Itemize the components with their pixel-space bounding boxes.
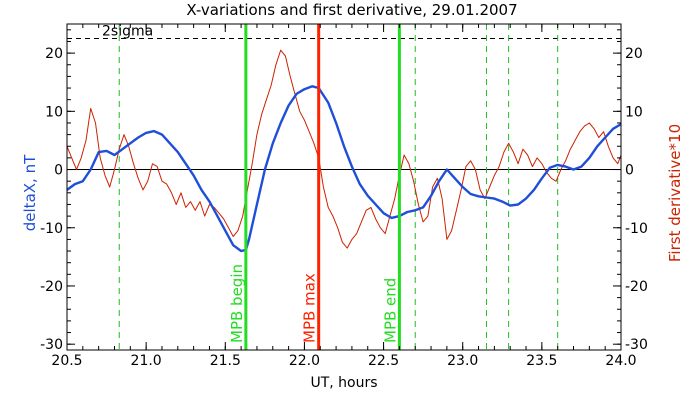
marker-label: MPB end xyxy=(381,278,399,343)
y-left-tick-label: 10 xyxy=(45,104,63,120)
y-right-tick-label: 0 xyxy=(625,163,634,179)
plot-frame xyxy=(66,23,622,351)
x-tick-label: 22.5 xyxy=(368,353,399,369)
derivative-series-line xyxy=(66,49,622,249)
y-right-tick-label: -10 xyxy=(625,221,648,237)
x-tick-label: 23.5 xyxy=(526,353,557,369)
deltax-series-line xyxy=(66,85,622,253)
y-right-tick-label: -20 xyxy=(625,279,648,295)
marker-label: MPB max xyxy=(301,273,319,343)
y-right-tick-label: -30 xyxy=(625,337,648,353)
y-left-tick-label: -10 xyxy=(40,221,63,237)
x-tick-label: 21.5 xyxy=(210,353,241,369)
x-tick-label: 21.0 xyxy=(131,353,162,369)
x-tick-label: 20.5 xyxy=(51,353,82,369)
y-right-tick-label: 10 xyxy=(625,104,643,120)
plot-area: 2sigma MPB begin MPB max MPB end 20.5 21.0 21.… xyxy=(40,23,648,369)
x-tick-label: 23.0 xyxy=(447,353,478,369)
y-left-tick-label: 20 xyxy=(45,46,63,62)
y-axis-right-label: First derivative*10 xyxy=(666,124,684,262)
marker-label: MPB begin xyxy=(228,264,246,343)
y-right-tick-label: 20 xyxy=(625,46,643,62)
x-axis-label: UT, hours xyxy=(310,375,377,391)
chart-title: X-variations and first derivative, 29.01… xyxy=(186,1,517,19)
x-tick-label: 22.0 xyxy=(289,353,320,369)
y-left-tick-label: 0 xyxy=(54,163,63,179)
threshold-label: 2sigma xyxy=(102,24,153,40)
x-tick-label: 24.0 xyxy=(605,353,636,369)
y-left-tick-label: -30 xyxy=(40,337,63,353)
y-left-tick-label: -20 xyxy=(40,279,63,295)
y-axis-left-label: deltaX, nT xyxy=(21,154,39,231)
